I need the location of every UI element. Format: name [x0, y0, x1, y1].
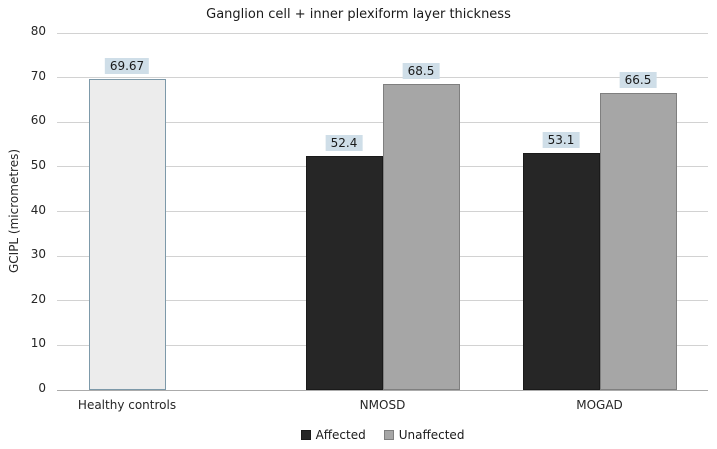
legend-item-affected: Affected: [300, 428, 366, 442]
x-axis-category-label: Healthy controls: [77, 398, 177, 412]
legend-swatch-unaffected: [383, 430, 394, 440]
bar-unaffected-mogad: [599, 93, 677, 390]
y-tick-label: 30: [30, 247, 46, 262]
y-tick-label: 10: [30, 336, 46, 351]
x-axis-category-label: MOGAD: [576, 398, 623, 412]
y-tick-label: 40: [30, 202, 46, 217]
x-axis-line: [57, 389, 708, 391]
y-tick-label: 60: [30, 113, 46, 128]
bar-value-label: 53.1: [542, 132, 580, 149]
legend-swatch-affected: [300, 430, 311, 440]
bar-value-label: 52.4: [325, 135, 363, 152]
legend-item-unaffected: Unaffected: [383, 428, 465, 442]
x-axis-category-label: NMOSD: [359, 398, 406, 412]
y-tick-label: 70: [30, 68, 46, 83]
gridline: [57, 77, 708, 79]
y-tick-label: 20: [30, 291, 46, 306]
bar-value-label: 69.67: [104, 58, 150, 75]
bar-unaffected-nmosd: [382, 84, 460, 390]
legend-label-unaffected: Unaffected: [398, 428, 465, 442]
bar-value-label: 66.5: [619, 72, 657, 89]
y-tick-label: 50: [30, 157, 46, 172]
chart-title: Ganglion cell + inner plexiform layer th…: [206, 7, 511, 22]
legend: Affected Unaffected: [57, 428, 708, 442]
y-tick-label: 80: [30, 24, 46, 38]
gridline: [57, 32, 708, 34]
bar-affected-healthy-controls: [88, 79, 166, 390]
bar-affected-nmosd: [305, 156, 383, 390]
legend-label-affected: Affected: [315, 428, 366, 442]
bar-affected-mogad: [522, 153, 600, 390]
y-tick-label: 0: [38, 381, 46, 395]
bar-value-label: 68.5: [402, 63, 440, 80]
